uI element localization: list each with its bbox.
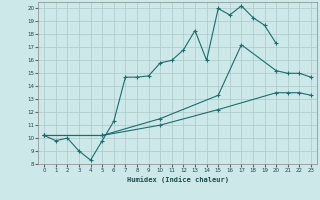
X-axis label: Humidex (Indice chaleur): Humidex (Indice chaleur): [127, 176, 228, 183]
